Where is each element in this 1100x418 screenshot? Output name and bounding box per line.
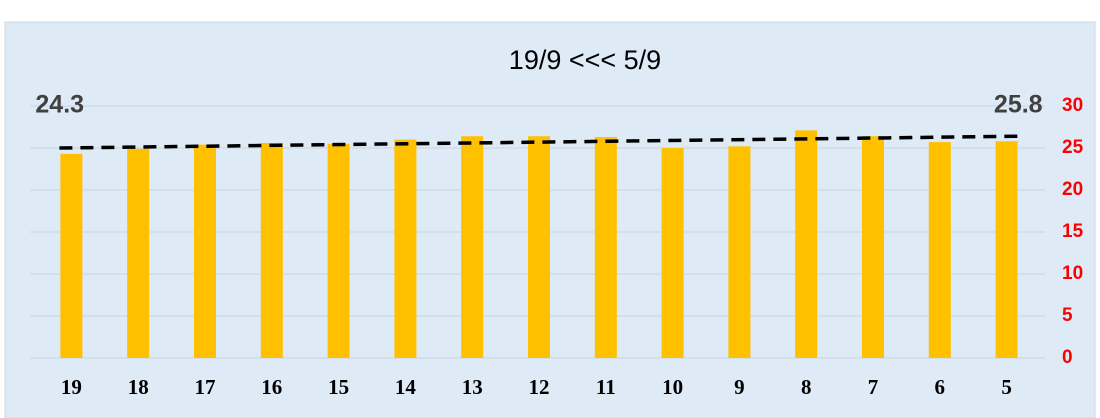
bar [795,130,818,358]
y-tick-label: 25 [1062,137,1084,158]
y-tick-label: 20 [1062,179,1083,200]
bar [661,148,684,358]
x-tick-label: 6 [935,375,946,399]
y-tick-label: 5 [1062,305,1073,326]
x-tick-label: 14 [395,375,417,399]
y-tick-label: 10 [1062,263,1083,284]
bar [528,136,550,358]
x-tick-label: 8 [801,375,812,399]
bar [327,143,350,358]
x-tick-label: 13 [462,375,483,399]
bar [594,137,617,358]
x-tick-label: 15 [328,375,349,399]
bar [862,136,884,358]
x-tick-label: 7 [868,375,879,399]
bar [194,144,216,358]
bar [995,141,1018,358]
value-label: 25.8 [994,91,1043,119]
chart-title: 19/9 <<< 5/9 [509,45,661,75]
bar [394,139,417,358]
bar [260,142,283,358]
y-tick-label: 15 [1062,221,1084,242]
bar [728,146,751,358]
x-tick-label: 10 [662,375,683,399]
x-tick-label: 12 [529,375,550,399]
x-tick-label: 18 [128,375,149,399]
x-tick-label: 11 [596,375,616,399]
bar [928,142,951,358]
bar [127,148,150,358]
bar [461,136,484,358]
x-tick-label: 5 [1001,375,1012,399]
trendline [59,134,1019,150]
x-tick-label: 16 [261,375,282,399]
x-tick-label: 19 [61,375,82,399]
value-label: 24.3 [35,91,84,119]
y-tick-label: 0 [1062,347,1073,368]
y-tick-label: 30 [1062,95,1083,116]
x-tick-label: 9 [734,375,745,399]
x-tick-label: 17 [195,375,216,399]
bar [60,153,83,358]
